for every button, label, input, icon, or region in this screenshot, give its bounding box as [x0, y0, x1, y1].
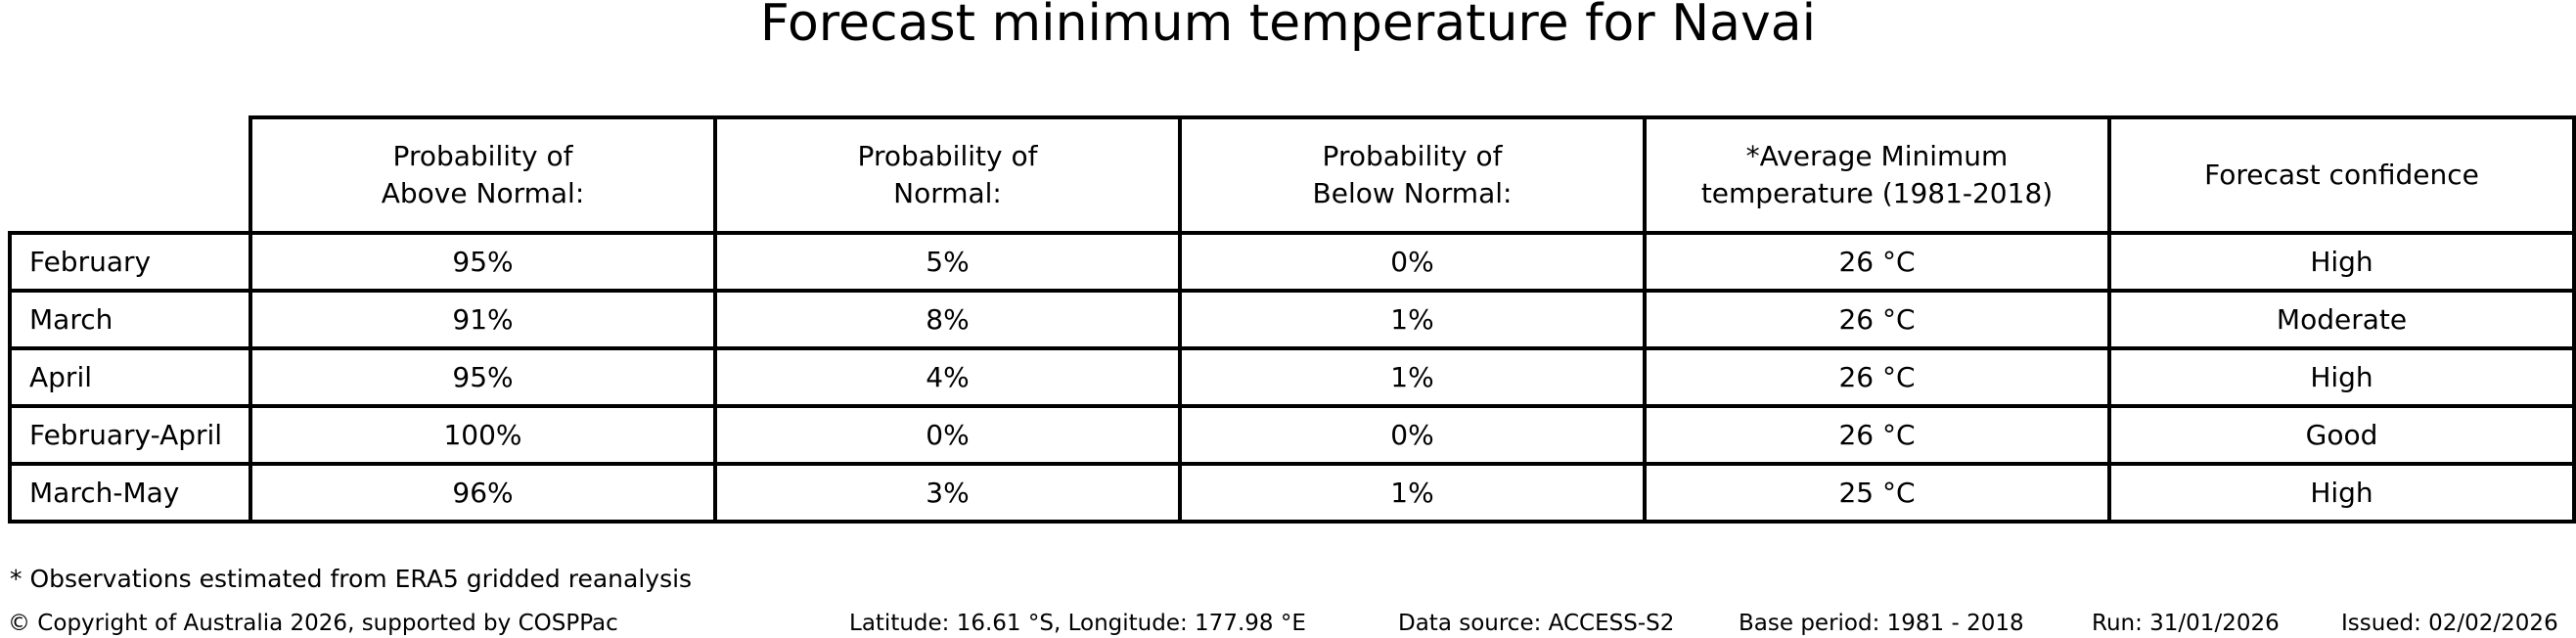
cell-forecast-confidence: Good — [2107, 404, 2576, 466]
cell-normal: 0% — [713, 404, 1182, 466]
forecast-table: Probability of Above Normal: Probability… — [8, 115, 2576, 524]
col-header-line: Probability of — [857, 140, 1038, 173]
row-label: February — [8, 231, 252, 293]
cell-average-minimum-temperature: 26 °C — [1643, 289, 2111, 350]
row-label: February-April — [8, 404, 252, 466]
cell-forecast-confidence: High — [2107, 231, 2576, 293]
corner-cell — [10, 117, 250, 233]
cell-above-normal: 96% — [249, 462, 717, 524]
page-title: Forecast minimum temperature for Navai — [759, 0, 1817, 53]
cell-below-normal: 1% — [1178, 462, 1647, 524]
run-date-text: Run: 31/01/2026 — [2092, 611, 2280, 636]
col-header-line: temperature (1981-2018) — [1700, 177, 2054, 209]
cell-forecast-confidence: High — [2107, 462, 2576, 524]
col-header-above-normal: Probability of Above Normal: — [249, 115, 717, 235]
cell-forecast-confidence: High — [2107, 346, 2576, 408]
cell-below-normal: 1% — [1178, 289, 1647, 350]
col-header-average-minimum-temperature: *Average Minimum temperature (1981-2018) — [1643, 115, 2111, 235]
col-header-normal: Probability of Normal: — [713, 115, 1182, 235]
cell-average-minimum-temperature: 26 °C — [1643, 404, 2111, 466]
copyright-text: © Copyright of Australia 2026, supported… — [8, 611, 618, 636]
cell-forecast-confidence: Moderate — [2107, 289, 2576, 350]
table-row-march: March 91% 8% 1% 26 °C Moderate — [8, 289, 2576, 350]
cell-normal: 8% — [713, 289, 1182, 350]
header-row: Probability of Above Normal: Probability… — [10, 115, 2576, 235]
table-row-march-may: March-May 96% 3% 1% 25 °C High — [8, 462, 2576, 524]
cell-normal: 4% — [713, 346, 1182, 408]
row-label: April — [8, 346, 252, 408]
issued-date-text: Issued: 02/02/2026 — [2341, 611, 2558, 636]
location-text: Latitude: 16.61 °S, Longitude: 177.98 °E — [849, 611, 1306, 636]
col-header-line: Normal: — [893, 177, 1002, 209]
col-header-line: *Average Minimum — [1745, 140, 2009, 173]
row-label: March-May — [8, 462, 252, 524]
col-header-line: Below Normal: — [1312, 177, 1513, 209]
cell-below-normal: 0% — [1178, 231, 1647, 293]
base-period-text: Base period: 1981 - 2018 — [1739, 611, 2024, 636]
cell-below-normal: 1% — [1178, 346, 1647, 408]
cell-above-normal: 100% — [249, 404, 717, 466]
col-header-line: Probability of — [1322, 140, 1503, 173]
table-row-february-april: February-April 100% 0% 0% 26 °C Good — [8, 404, 2576, 466]
data-source-text: Data source: ACCESS-S2 — [1398, 611, 1675, 636]
row-label: March — [8, 289, 252, 350]
cell-above-normal: 91% — [249, 289, 717, 350]
cell-normal: 5% — [713, 231, 1182, 293]
cell-below-normal: 0% — [1178, 404, 1647, 466]
cell-average-minimum-temperature: 26 °C — [1643, 231, 2111, 293]
cell-normal: 3% — [713, 462, 1182, 524]
col-header-line: Above Normal: — [381, 177, 585, 209]
col-header-forecast-confidence: Forecast confidence — [2107, 115, 2576, 235]
col-header-below-normal: Probability of Below Normal: — [1178, 115, 1647, 235]
col-header-line: Forecast confidence — [2204, 159, 2479, 192]
footnote-text: * Observations estimated from ERA5 gridd… — [10, 565, 693, 593]
cell-above-normal: 95% — [249, 346, 717, 408]
cell-average-minimum-temperature: 25 °C — [1643, 462, 2111, 524]
cell-average-minimum-temperature: 26 °C — [1643, 346, 2111, 408]
cell-above-normal: 95% — [249, 231, 717, 293]
table-row-february: February 95% 5% 0% 26 °C High — [8, 231, 2576, 293]
table-row-april: April 95% 4% 1% 26 °C High — [8, 346, 2576, 408]
col-header-line: Probability of — [392, 140, 573, 173]
